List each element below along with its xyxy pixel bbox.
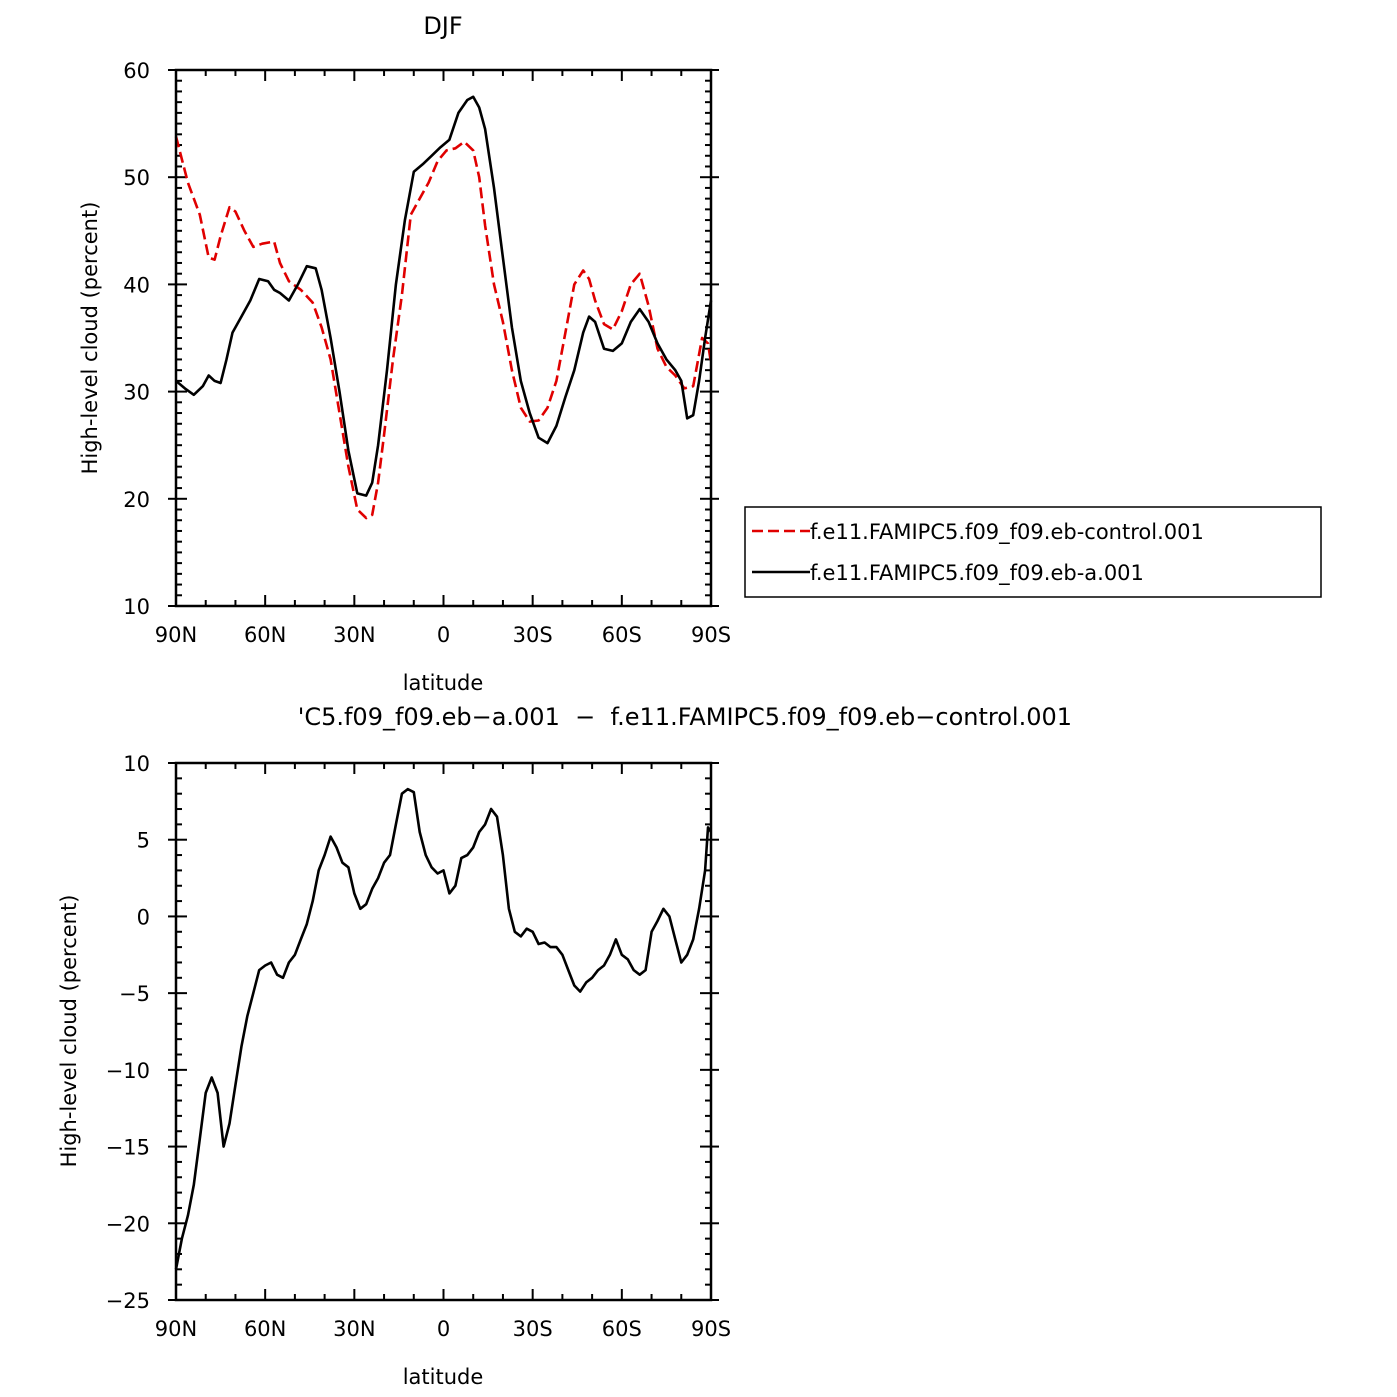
top-panel-ticks bbox=[168, 69, 719, 607]
bottom-panel-ticks bbox=[168, 762, 719, 1301]
bottom-x-tick-label: 30N bbox=[333, 1317, 375, 1341]
bottom-panel-x-tick-labels: 90N 60N 30N 0 30S 60S 90S bbox=[155, 1317, 731, 1341]
top-y-tick-label: 60 bbox=[123, 59, 150, 83]
top-y-tick-label: 50 bbox=[123, 166, 150, 190]
top-x-tick-label: 90S bbox=[691, 623, 731, 647]
top-series-line-0 bbox=[174, 136, 713, 520]
bottom-y-tick-label: −20 bbox=[106, 1212, 150, 1236]
bottom-x-tick-label: 60S bbox=[602, 1317, 642, 1341]
legend-box bbox=[744, 506, 1322, 598]
bottom-panel-y-tick-labels: −25 −20 −15 −10 −5 0 5 10 bbox=[106, 752, 150, 1313]
top-x-tick-label: 30S bbox=[513, 623, 553, 647]
top-panel: DJF 90N 60N 30N 0 30S 60S 90S 10 20 30 40 50 60 lat… bbox=[78, 12, 731, 695]
bottom-x-tick-label: 0 bbox=[437, 1317, 450, 1341]
bottom-panel: 'C5.f09_f09.eb−a.001 − f.e11.FAMIPC5.f09… bbox=[57, 703, 1072, 1389]
bottom-y-tick-label: −25 bbox=[106, 1289, 150, 1313]
top-panel-plot-area bbox=[174, 95, 713, 520]
top-y-tick-label: 30 bbox=[123, 381, 150, 405]
top-y-tick-label: 10 bbox=[123, 595, 150, 619]
top-panel-y-axis-label: High-level cloud (percent) bbox=[78, 202, 102, 475]
top-panel-x-axis-label: latitude bbox=[403, 671, 484, 695]
legend-label-a: f.e11.FAMIPC5.f09_f09.eb-a.001 bbox=[810, 561, 1144, 586]
top-x-tick-label: 90N bbox=[155, 623, 197, 647]
bottom-y-tick-label: 0 bbox=[137, 905, 150, 929]
bottom-panel-x-axis-label: latitude bbox=[403, 1365, 484, 1389]
bottom-y-tick-label: −5 bbox=[119, 982, 150, 1006]
top-x-tick-label: 60S bbox=[602, 623, 642, 647]
bottom-y-tick-label: −10 bbox=[106, 1059, 150, 1083]
bottom-x-tick-label: 90S bbox=[691, 1317, 731, 1341]
bottom-panel-title: 'C5.f09_f09.eb−a.001 − f.e11.FAMIPC5.f09… bbox=[298, 703, 1072, 731]
legend: f.e11.FAMIPC5.f09_f09.eb-control.001 f.e… bbox=[744, 506, 1322, 598]
bottom-x-tick-label: 90N bbox=[155, 1317, 197, 1341]
top-x-tick-label: 60N bbox=[244, 623, 286, 647]
bottom-x-tick-label: 60N bbox=[244, 1317, 286, 1341]
bottom-y-tick-label: 10 bbox=[123, 752, 150, 776]
top-series-line-1 bbox=[175, 95, 713, 497]
bottom-panel-plot-area bbox=[174, 787, 713, 1270]
top-panel-frame bbox=[174, 68, 713, 608]
top-y-tick-label: 40 bbox=[123, 273, 150, 297]
bottom-y-tick-label: 5 bbox=[137, 829, 150, 853]
bottom-panel-frame bbox=[174, 761, 713, 1302]
top-x-tick-label: 0 bbox=[437, 623, 450, 647]
legend-label-control: f.e11.FAMIPC5.f09_f09.eb-control.001 bbox=[810, 520, 1204, 545]
top-panel-x-tick-labels: 90N 60N 30N 0 30S 60S 90S bbox=[155, 623, 731, 647]
bottom-x-tick-label: 30S bbox=[513, 1317, 553, 1341]
bottom-panel-y-axis-label: High-level cloud (percent) bbox=[57, 895, 81, 1168]
top-panel-y-tick-labels: 10 20 30 40 50 60 bbox=[123, 59, 150, 619]
bottom-y-tick-label: −15 bbox=[106, 1136, 150, 1160]
top-panel-title: DJF bbox=[423, 12, 462, 40]
top-x-tick-label: 30N bbox=[333, 623, 375, 647]
bottom-series-line-0 bbox=[174, 787, 713, 1270]
top-y-tick-label: 20 bbox=[123, 488, 150, 512]
